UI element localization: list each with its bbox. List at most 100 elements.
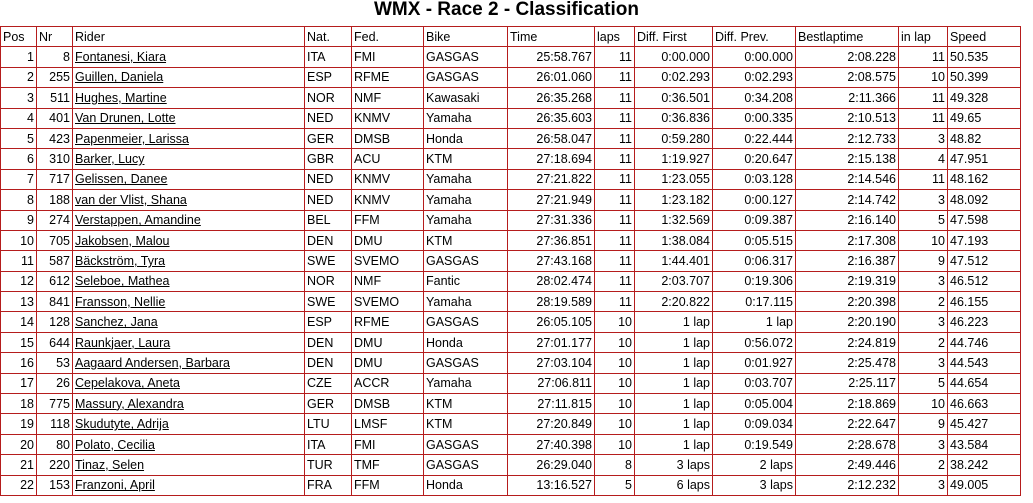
rider-link[interactable]: Barker, Lucy <box>75 152 145 167</box>
cell-bestlaptime: 2:22.647 <box>795 413 899 435</box>
rider-link[interactable]: Verstappen, Amandine <box>75 213 201 228</box>
rider-link[interactable]: Guillen, Daniela <box>75 70 164 85</box>
cell-fed: FFM <box>351 474 424 496</box>
rider-link[interactable]: Massury, Alexandra <box>75 396 184 411</box>
rider-link[interactable]: Papenmeier, Larissa <box>75 131 189 146</box>
cell-diff-first: 1:23.055 <box>634 168 713 191</box>
column-header-speed: Speed <box>947 25 1021 48</box>
cell-nat: BEL <box>304 209 352 231</box>
cell-time: 26:35.268 <box>507 87 595 109</box>
cell-fed: FMI <box>351 46 424 68</box>
rider-link[interactable]: Franzoni, April <box>75 478 155 493</box>
rider-link[interactable]: Sanchez, Jana <box>75 315 158 330</box>
rider-link[interactable]: Cepelakova, Aneta <box>75 376 180 391</box>
table-row: 7 717 Gelissen, Danee NED KNMV Yamaha 27:21.82… <box>0 168 1021 191</box>
cell-bestlaptime: 2:12.733 <box>795 127 899 150</box>
rider-link[interactable]: Aagaard Andersen, Barbara <box>75 355 230 370</box>
rider-link[interactable]: van der Vlist, Shana <box>75 192 187 207</box>
cell-laps: 11 <box>594 148 635 170</box>
cell-diff-first: 3 laps <box>634 454 713 476</box>
table-row: 9 274 Verstappen, Amandine BEL FFM Yamaha 27:3… <box>0 209 1021 231</box>
rider-link[interactable]: Gelissen, Danee <box>75 172 168 187</box>
cell-speed: 49.005 <box>947 474 1021 496</box>
cell-rider: Tinaz, Selen <box>72 454 305 476</box>
rider-link[interactable]: Hughes, Martine <box>75 90 167 105</box>
cell-diff-prev: 0:22.444 <box>712 127 796 150</box>
cell-in-lap: 11 <box>898 46 948 68</box>
cell-laps: 11 <box>594 168 635 191</box>
cell-nr: 423 <box>36 127 73 150</box>
cell-laps: 11 <box>594 229 635 252</box>
rider-link[interactable]: Polato, Cecilia <box>75 437 155 452</box>
cell-bestlaptime: 2:15.138 <box>795 148 899 170</box>
cell-fed: FFM <box>351 209 424 231</box>
cell-in-lap: 4 <box>898 148 948 170</box>
cell-bike: GASGAS <box>423 250 508 272</box>
cell-bike: Honda <box>423 331 508 354</box>
cell-fed: KNMV <box>351 168 424 191</box>
cell-pos: 20 <box>0 433 37 456</box>
cell-speed: 45.427 <box>947 413 1021 435</box>
rider-link[interactable]: Fransson, Nellie <box>75 294 166 309</box>
cell-fed: FMI <box>351 433 424 456</box>
rider-link[interactable]: Seleboe, Mathea <box>75 274 170 289</box>
cell-bike: Honda <box>423 474 508 496</box>
cell-pos: 3 <box>0 87 37 109</box>
rider-link[interactable]: Van Drunen, Lotte <box>75 111 176 126</box>
cell-bestlaptime: 2:20.190 <box>795 311 899 333</box>
table-row: 20 80 Polato, Cecilia ITA FMI GASGAS 27:40.398… <box>0 433 1021 456</box>
cell-fed: LMSF <box>351 413 424 435</box>
cell-diff-first: 0:36.836 <box>634 107 713 129</box>
cell-bike: GASGAS <box>423 454 508 476</box>
cell-rider: Gelissen, Danee <box>72 168 305 191</box>
rider-link[interactable]: Fontanesi, Kiara <box>75 50 167 65</box>
cell-speed: 46.663 <box>947 393 1021 415</box>
cell-time: 27:40.398 <box>507 433 595 456</box>
cell-rider: Seleboe, Mathea <box>72 270 305 293</box>
cell-pos: 12 <box>0 270 37 293</box>
page-title: WMX - Race 2 - Classification <box>373 0 639 20</box>
table-row: 13 841 Fransson, Nellie SWE SVEMO Yamaha 28:19… <box>0 291 1021 313</box>
cell-bestlaptime: 2:08.575 <box>795 66 899 89</box>
cell-pos: 15 <box>0 331 37 354</box>
cell-diff-first: 1:44.401 <box>634 250 713 272</box>
cell-laps: 10 <box>594 311 635 333</box>
rider-link[interactable]: Bäckström, Tyra <box>75 253 166 268</box>
cell-rider: Bäckström, Tyra <box>72 250 305 272</box>
cell-laps: 5 <box>594 474 635 496</box>
cell-diff-first: 2:20.822 <box>634 291 713 313</box>
cell-in-lap: 10 <box>898 393 948 415</box>
cell-in-lap: 10 <box>898 229 948 252</box>
rider-link[interactable]: Tinaz, Selen <box>75 457 145 472</box>
cell-speed: 47.951 <box>947 148 1021 170</box>
cell-nat: LTU <box>304 413 352 435</box>
cell-pos: 16 <box>0 352 37 374</box>
cell-fed: DMSB <box>351 127 424 150</box>
cell-diff-prev: 0:17.115 <box>712 291 796 313</box>
cell-diff-first: 1 lap <box>634 393 713 415</box>
cell-speed: 49.328 <box>947 87 1021 109</box>
cell-laps: 11 <box>594 87 635 109</box>
header-row: Pos Nr Rider Nat. Fed. Bike Time laps Diff. Firs… <box>0 25 1021 48</box>
cell-time: 26:05.105 <box>507 311 595 333</box>
table-row: 16 53 Aagaard Andersen, Barbara DEN DMU GASGA… <box>0 352 1021 374</box>
rider-link[interactable]: Jakobsen, Malou <box>75 233 170 248</box>
cell-nat: GER <box>304 393 352 415</box>
cell-diff-first: 1 lap <box>634 372 713 395</box>
cell-diff-first: 1 lap <box>634 331 713 354</box>
cell-diff-first: 6 laps <box>634 474 713 496</box>
rider-link[interactable]: Skudutyte, Adrija <box>75 417 169 432</box>
cell-time: 27:21.822 <box>507 168 595 191</box>
cell-nr: 841 <box>36 291 73 313</box>
rider-link[interactable]: Raunkjaer, Laura <box>75 335 171 350</box>
cell-nr: 401 <box>36 107 73 129</box>
cell-speed: 49.65 <box>947 107 1021 129</box>
table-row: 5 423 Papenmeier, Larissa GER DMSB Honda 26:58… <box>0 127 1021 150</box>
cell-nr: 644 <box>36 331 73 354</box>
classification-table: Pos Nr Rider Nat. Fed. Bike Time laps Diff. Firs… <box>0 25 1021 496</box>
cell-fed: RFME <box>351 311 424 333</box>
table-row: 18 775 Massury, Alexandra GER DMSB KTM 27:11.8… <box>0 393 1021 415</box>
cell-diff-first: 0:02.293 <box>634 66 713 89</box>
cell-nat: DEN <box>304 331 352 354</box>
table-row: 4 401 Van Drunen, Lotte NED KNMV Yamaha 26:35.… <box>0 107 1021 129</box>
